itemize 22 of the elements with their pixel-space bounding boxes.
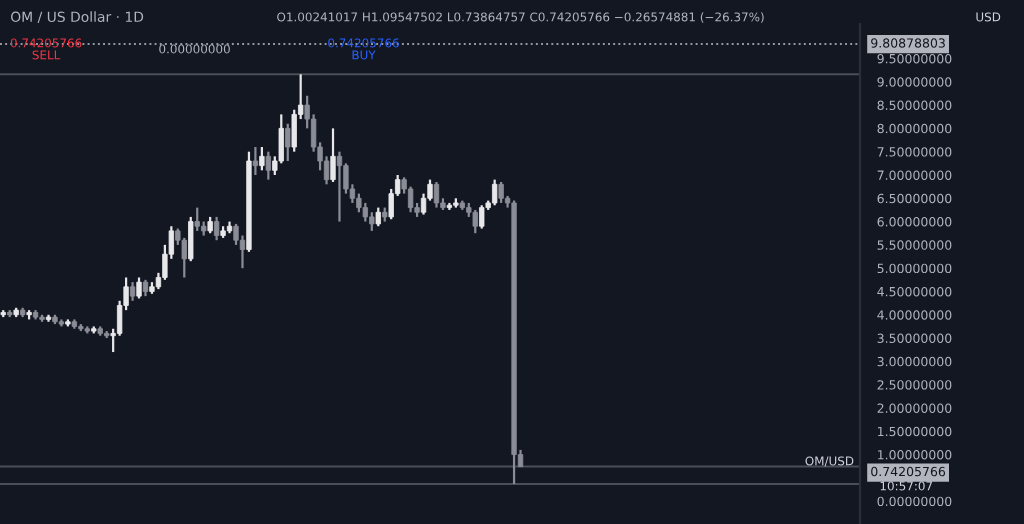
candlestick — [407, 185, 414, 214]
candlestick — [491, 178, 498, 207]
candlestick — [285, 122, 291, 163]
candlestick — [129, 281, 136, 302]
candlestick — [362, 201, 369, 223]
candlestick — [472, 208, 478, 235]
candlestick — [375, 206, 381, 228]
candlestick — [181, 236, 187, 279]
candlestick — [259, 145, 265, 172]
candlestick — [356, 192, 362, 214]
candlestick — [336, 150, 343, 223]
candlestick — [433, 180, 440, 209]
candlestick — [188, 215, 194, 263]
candlestick — [194, 206, 200, 233]
candlestick — [252, 145, 259, 177]
candlestick — [498, 180, 504, 205]
candlestick — [479, 204, 485, 230]
candlestick — [330, 127, 336, 184]
candlestick — [369, 211, 375, 233]
candlestick — [265, 150, 272, 181]
candlestick — [213, 215, 220, 242]
candlestick — [136, 276, 142, 300]
